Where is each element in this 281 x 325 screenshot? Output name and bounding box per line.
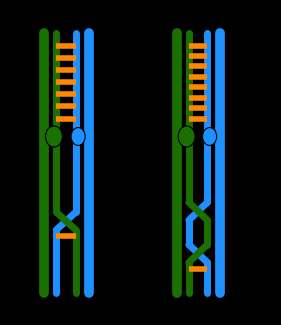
Ellipse shape	[203, 127, 217, 146]
Ellipse shape	[46, 126, 62, 147]
Ellipse shape	[71, 127, 85, 146]
Ellipse shape	[178, 126, 195, 147]
